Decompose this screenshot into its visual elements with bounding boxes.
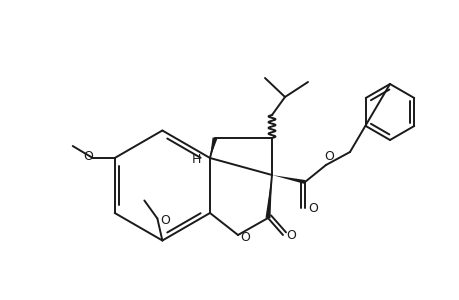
Polygon shape (271, 175, 305, 184)
Polygon shape (265, 175, 271, 218)
Text: O: O (323, 151, 333, 164)
Text: O: O (240, 232, 249, 244)
Text: O: O (285, 230, 295, 242)
Text: O: O (308, 202, 317, 215)
Polygon shape (210, 137, 217, 158)
Text: H: H (191, 154, 200, 166)
Text: O: O (83, 149, 92, 163)
Text: O: O (160, 214, 170, 227)
